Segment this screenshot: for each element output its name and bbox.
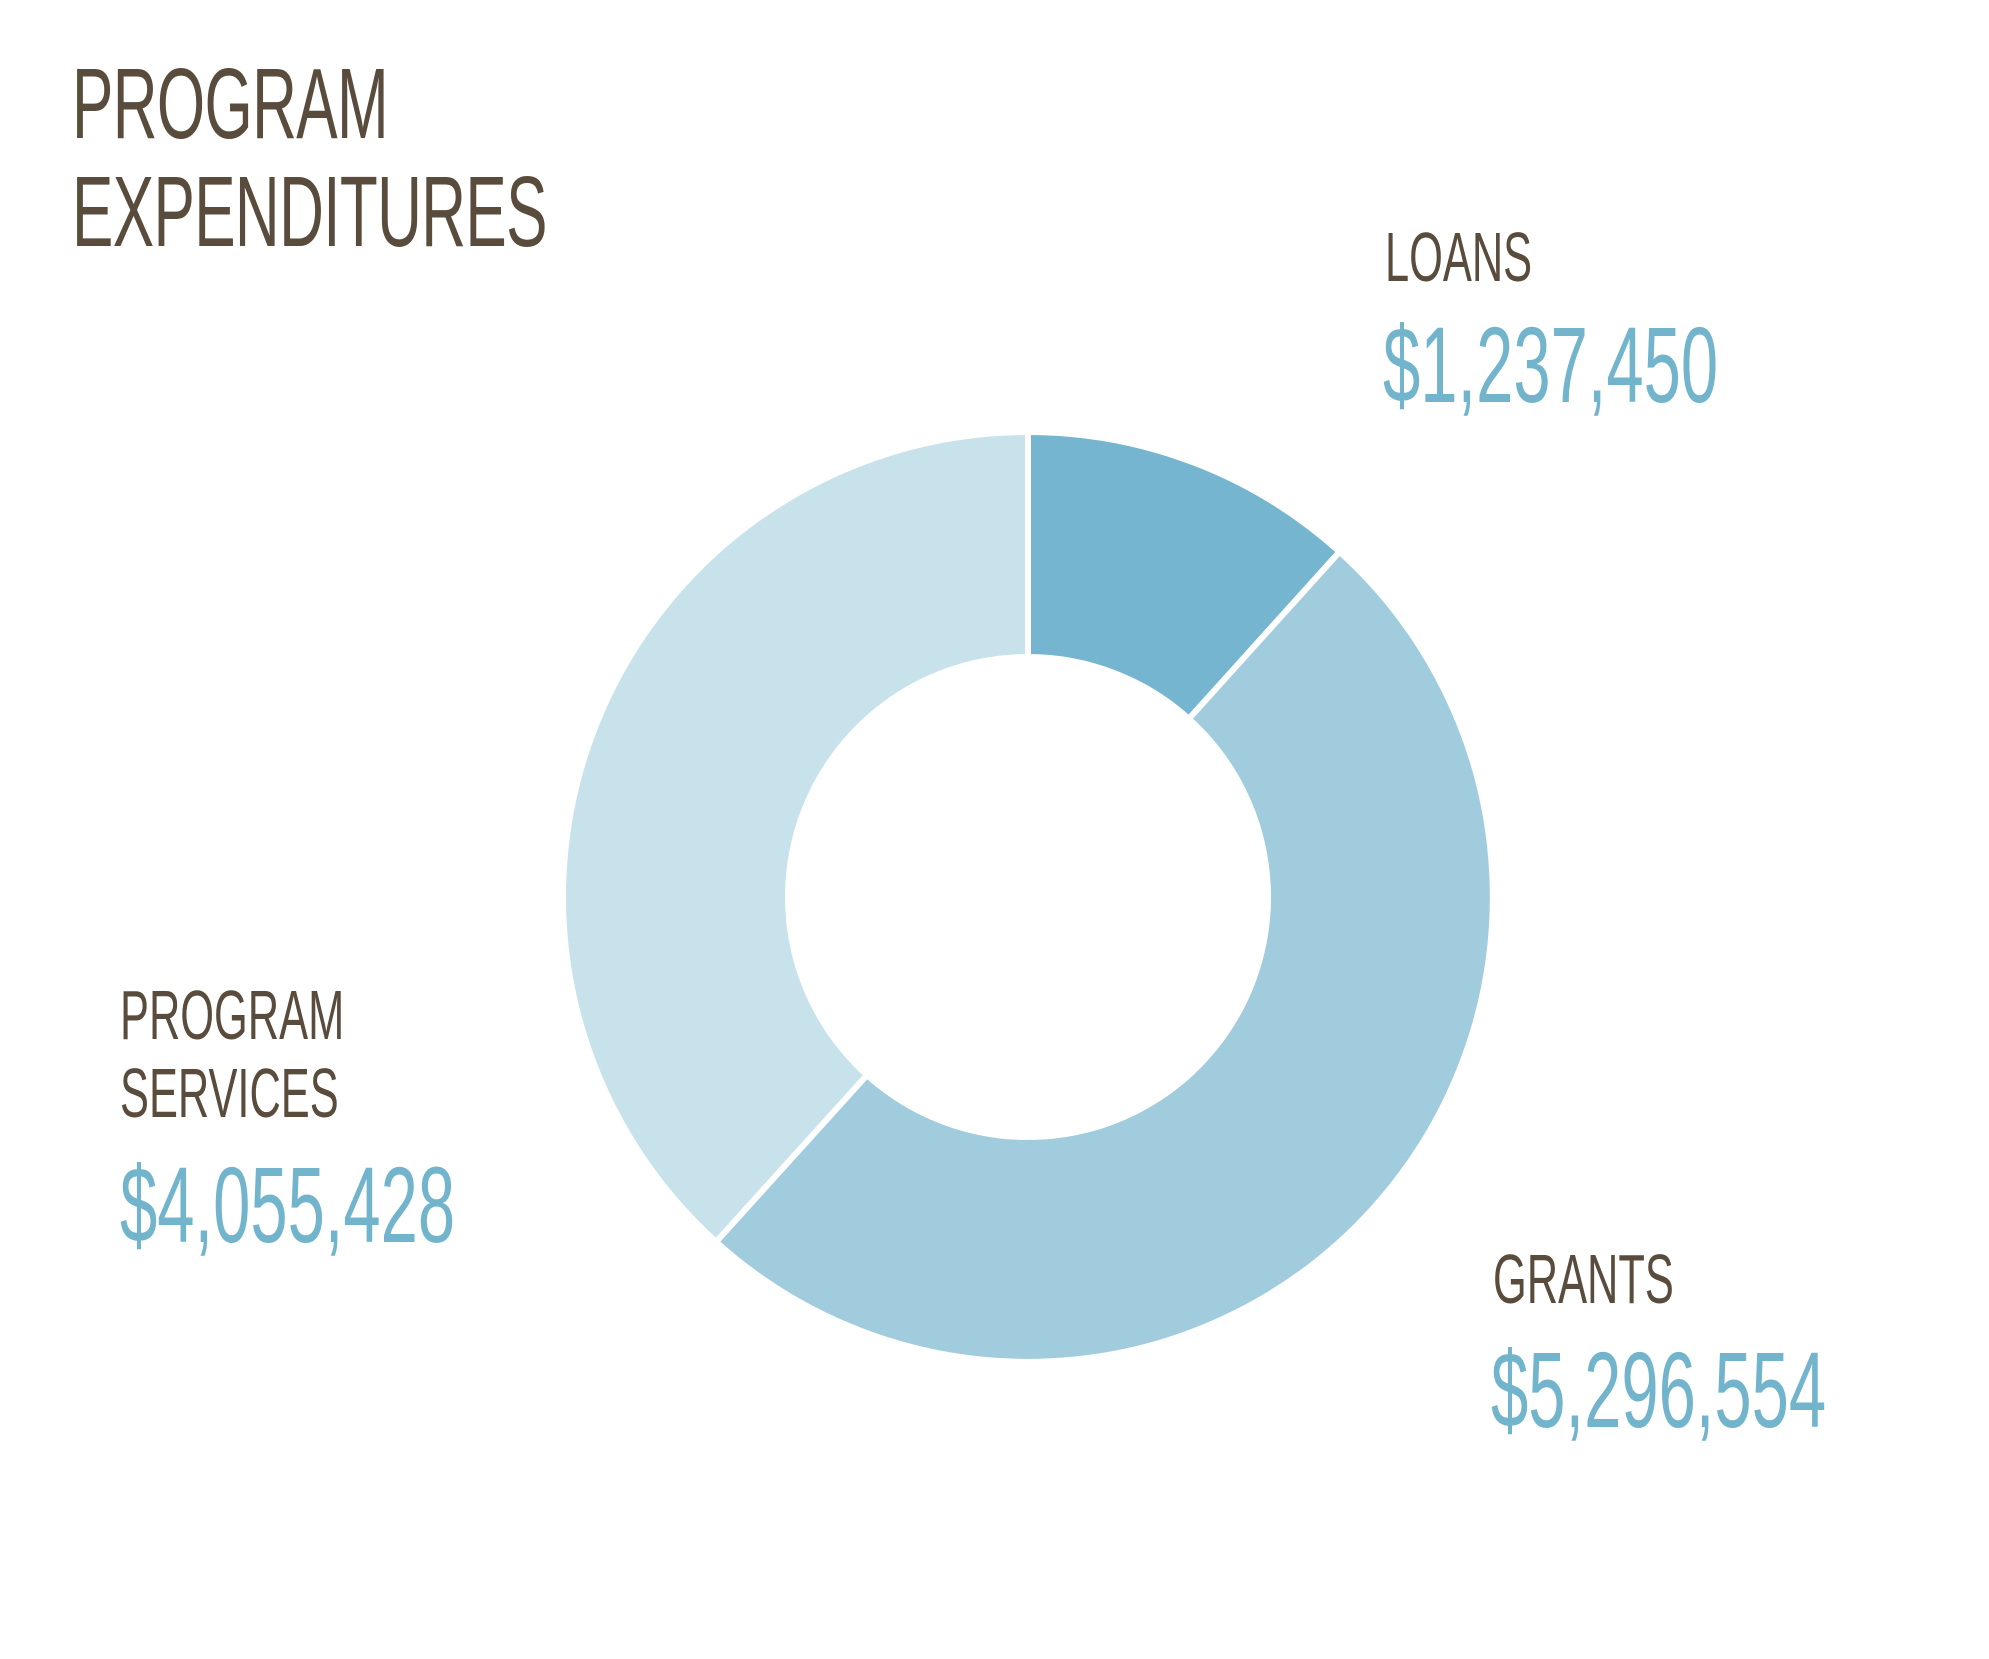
loans-value: $1,237,450 <box>1383 304 1719 425</box>
program-services-label-line-2: SERVICES <box>120 1054 339 1132</box>
loans-slice <box>1025 429 1343 722</box>
program-services-value: $4,055,428 <box>120 1144 456 1265</box>
page-title-line-1: PROGRAM <box>72 48 389 160</box>
page-title-line-2: EXPENDITURES <box>72 156 548 268</box>
page-title: PROGRAM EXPENDITURES <box>72 48 548 268</box>
loans-label: LOANS <box>1385 218 1533 296</box>
program-services-label-line-1: PROGRAM <box>120 976 345 1054</box>
grants-value: $5,296,554 <box>1491 1329 1827 1450</box>
grants-slice <box>713 548 1496 1365</box>
grants-label: GRANTS <box>1493 1240 1674 1318</box>
program-services-slice <box>560 429 1031 1245</box>
